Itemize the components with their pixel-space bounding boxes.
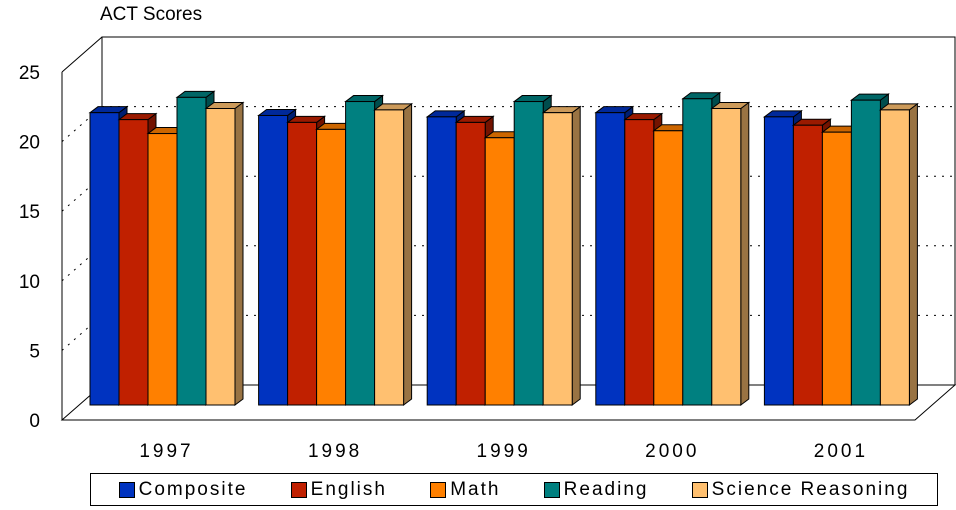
chart-title: ACT Scores [100, 4, 203, 25]
legend-label: Science Reasoning [711, 478, 910, 500]
y-tick-label: 15 [19, 202, 40, 223]
x-tick-label: 2001 [814, 441, 868, 462]
bar-2000-science-reasoning [710, 101, 751, 406]
legend-label: Math [450, 478, 501, 500]
y-tick-label: 10 [19, 272, 40, 293]
y-tick-label: 20 [19, 133, 40, 154]
bar-1998-reading [344, 94, 385, 406]
legend-label: Composite [138, 478, 248, 500]
legend-swatch [691, 481, 708, 498]
x-tick-label: 2000 [645, 441, 699, 462]
act-scores-chart: 0 5 10 15 20 25 1997 1998 1999 2000 2001 [19, 36, 956, 462]
legend-label: Reading [563, 478, 649, 500]
gridline-side [61, 315, 103, 351]
gridline-side [61, 106, 103, 142]
legend-item-science-reasoning: Science Reasoning [691, 478, 910, 501]
y-tick-label: 25 [19, 63, 40, 84]
bar-1998-science-reasoning [373, 102, 414, 406]
legend-item-composite: Composite [118, 478, 248, 501]
legend-swatch [543, 481, 560, 498]
gridline-side [61, 245, 103, 282]
legend-item-english: English [290, 478, 387, 501]
wall-top-edge [61, 36, 103, 73]
bar-2001-science-reasoning [878, 102, 919, 406]
legend-item-reading: Reading [543, 478, 649, 501]
bar-1999-science-reasoning [541, 105, 582, 406]
legend-label: English [310, 478, 387, 500]
x-tick-label: 1998 [308, 441, 362, 462]
x-tick-label: 1999 [477, 441, 531, 462]
legend-swatch [430, 481, 447, 498]
legend-swatch [290, 481, 307, 498]
y-tick-label: 0 [29, 411, 40, 432]
bar-1997-science-reasoning [204, 101, 245, 406]
x-tick-label: 1997 [139, 441, 193, 462]
legend-swatch [118, 481, 135, 498]
chart-legend: Composite English Math Reading Science Reaso… [90, 473, 938, 506]
y-tick-label: 5 [29, 341, 40, 362]
gridline-side [61, 175, 103, 212]
legend-item-math: Math [430, 479, 500, 501]
